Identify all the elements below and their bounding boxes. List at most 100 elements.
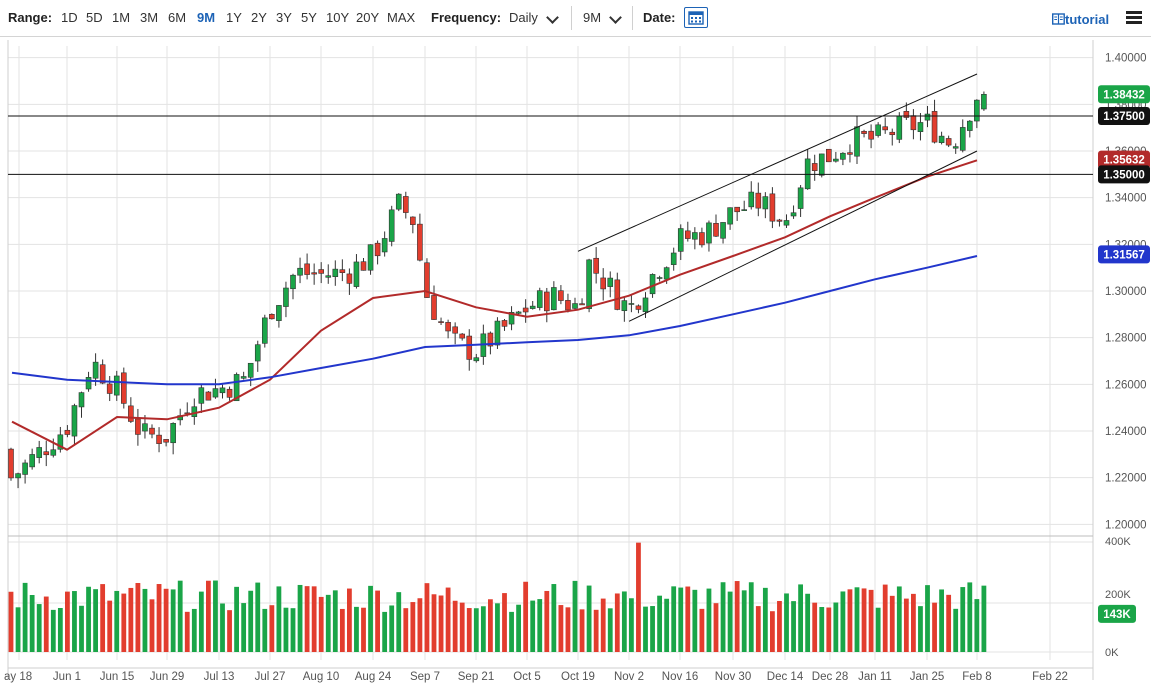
candle-body <box>882 126 889 131</box>
range-10y[interactable]: 10Y <box>326 10 350 25</box>
last-price-label-bg <box>1098 85 1150 104</box>
range-2y[interactable]: 2Y <box>251 10 267 25</box>
volume-bar <box>896 586 902 652</box>
volume-tick-label: 0K <box>1105 647 1119 659</box>
candle-body <box>367 244 374 271</box>
volume-bar <box>354 606 359 652</box>
candle-body <box>395 193 402 210</box>
candle <box>924 106 931 128</box>
range-3y[interactable]: 3Y <box>276 10 292 25</box>
volume-bar <box>502 593 507 652</box>
candle <box>283 281 289 318</box>
candle <box>769 187 776 229</box>
candle <box>57 426 64 453</box>
volume-last-label-text: 143K <box>1103 609 1131 621</box>
volume-bar <box>981 585 987 652</box>
x-tick-label: Feb 22 <box>1032 671 1068 683</box>
candle-body <box>720 222 726 239</box>
candle-body <box>572 303 578 309</box>
candle-body <box>840 152 846 160</box>
candle-body <box>142 423 148 432</box>
range-5d[interactable]: 5D <box>86 10 103 25</box>
candle <box>325 264 332 284</box>
candle <box>297 257 303 284</box>
calendar-icon[interactable] <box>684 7 708 28</box>
volume-bar <box>29 595 35 652</box>
candle <box>762 192 769 219</box>
range-max[interactable]: MAX <box>387 10 416 25</box>
candle <box>684 221 691 242</box>
candle-body <box>121 372 127 404</box>
volume-bar <box>269 605 275 652</box>
candle-body <box>938 135 945 143</box>
candle <box>43 440 50 467</box>
volume-bar <box>283 607 289 652</box>
candle-body <box>353 261 360 287</box>
tutorial-link[interactable]: tutorial <box>1051 12 1109 27</box>
candle-body <box>529 305 536 309</box>
sma-slow-price-label-bg <box>1098 245 1150 264</box>
hamburger-menu-icon[interactable] <box>1126 11 1142 25</box>
volume-bar <box>636 542 641 652</box>
range-20y[interactable]: 20Y <box>356 10 380 25</box>
candle <box>128 397 134 423</box>
candle <box>614 272 621 311</box>
volume-bar <box>903 598 909 652</box>
candle-body <box>734 206 740 213</box>
volume-bar <box>72 591 77 652</box>
candle-body <box>297 267 303 276</box>
range-1d[interactable]: 1D <box>61 10 78 25</box>
volume-bar <box>417 598 423 652</box>
volume-bar <box>854 587 860 652</box>
volume-bar <box>607 608 613 652</box>
candle <box>790 205 797 219</box>
volume-bar <box>466 608 472 652</box>
volume-bar <box>255 582 261 652</box>
candle-body <box>656 277 663 279</box>
volume-series <box>8 542 987 652</box>
y-tick-label: 1.24000 <box>1105 426 1147 438</box>
candle-body <box>790 212 797 217</box>
candle <box>438 317 444 325</box>
candle <box>29 448 35 470</box>
volume-bar <box>213 580 218 652</box>
range-3m[interactable]: 3M <box>140 10 159 25</box>
volume-bar <box>544 590 550 652</box>
volume-bar <box>720 582 726 652</box>
range-5y[interactable]: 5Y <box>301 10 317 25</box>
candle <box>607 271 614 298</box>
range-1y[interactable]: 1Y <box>226 10 242 25</box>
candle-body <box>551 287 557 311</box>
candle-body <box>85 377 92 390</box>
candle-body <box>868 130 874 140</box>
volume-bar <box>50 609 56 652</box>
volume-bar <box>755 606 761 652</box>
candle-body <box>57 434 64 450</box>
volume-bar <box>318 596 324 652</box>
range-9m[interactable]: 9M <box>197 10 216 25</box>
candle <box>36 440 43 464</box>
volume-bar <box>368 585 373 652</box>
range-1m[interactable]: 1M <box>112 10 131 25</box>
candle <box>121 367 127 409</box>
volume-bar <box>643 606 648 652</box>
range-6m[interactable]: 6M <box>168 10 187 25</box>
volume-bar <box>586 585 592 652</box>
candle-body <box>247 362 254 378</box>
volume-bar <box>614 593 620 652</box>
volume-bar <box>713 603 719 652</box>
volume-bar <box>572 580 578 652</box>
candle-body <box>959 127 966 151</box>
volume-bar <box>621 591 627 652</box>
volume-bar <box>135 582 141 652</box>
candle-body <box>952 146 959 149</box>
candle-body <box>417 223 423 261</box>
volume-bar <box>480 606 486 652</box>
candle <box>8 447 14 481</box>
volume-bar <box>882 584 888 652</box>
frequency-dropdown[interactable]: Daily <box>509 10 538 25</box>
period-dropdown[interactable]: 9M <box>583 10 602 25</box>
volume-bar <box>974 599 980 652</box>
candle <box>825 148 832 163</box>
